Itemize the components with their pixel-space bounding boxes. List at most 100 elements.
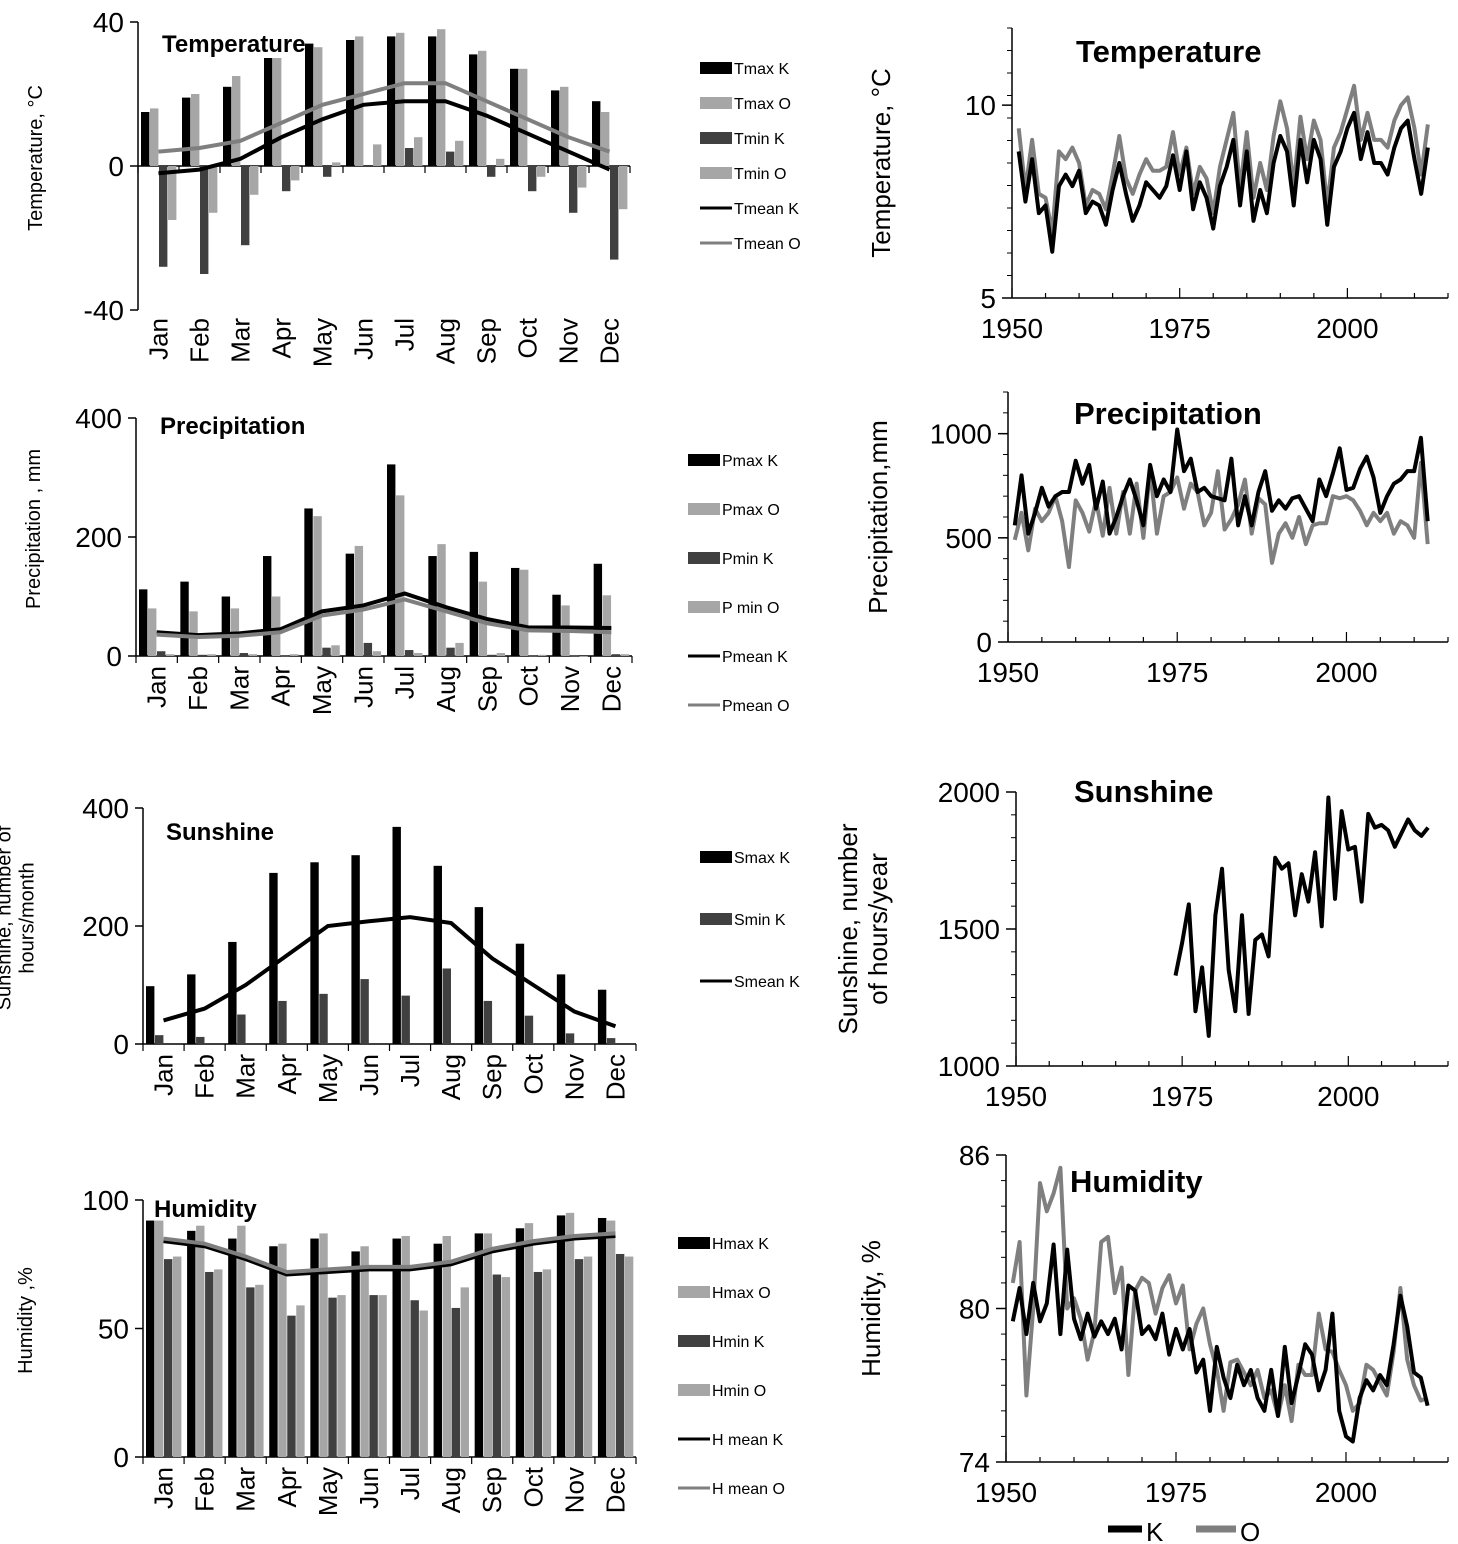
bar-smax-k [557,974,565,1044]
panel-monthly-sunshine: 0 200 400 Jan Feb Mar Apr May Jun Jul Aug Sep Oct Nov… [0,793,800,1103]
legend-label-smin-k: Smin K [734,912,786,929]
bar-pmax-k [139,589,147,656]
bar-pmax-o [396,495,404,656]
bar-hmin-o [584,1257,592,1457]
y-axis-label: of hours/year [863,853,893,1005]
legend-label-pmax-o: Pmax O [722,502,780,519]
bar-hmin-k [246,1287,254,1457]
bar-hmax-k [228,1239,236,1457]
legend-label-pmax-k: Pmax K [722,453,778,470]
bar-pmax-k [594,564,602,656]
x-tick-label: 2000 [1317,1081,1379,1112]
x-tick-label: 1950 [981,313,1043,344]
category-label: Jun [348,666,378,708]
bar-p-min-o [290,654,298,656]
category-label: Apr [266,666,296,707]
panel-annual-temperature: 5101950 1975 2000TemperatureTemperature, °… [866,28,1448,344]
y-tick-label: 200 [75,522,122,553]
bar-p-min-o [249,654,257,656]
category-label: Oct [518,1466,548,1507]
y-tick-label: 400 [75,403,122,434]
y-tick-label: 40 [93,7,124,38]
bar-pmax-o [437,544,445,656]
bar-tmin-o [291,166,299,180]
bar-p-min-o [621,654,629,656]
y-tick-label: 10 [965,90,996,121]
legend-label-pmin-k: Pmin K [722,551,774,568]
bar-hmax-k [434,1244,442,1457]
x-tick-label: 1950 [985,1081,1047,1112]
bar-hmin-k [205,1272,213,1457]
bar-smax-k [434,866,442,1044]
legend-label-tmean-k: Tmean K [734,201,799,218]
series-line-k [1015,430,1428,534]
y-tick-label: 5 [980,283,996,314]
bar-hmin-k [369,1295,377,1457]
bar-tmax-o [232,76,240,166]
bar-p-min-o [373,651,381,656]
category-label: Jul [390,318,420,351]
figure-canvas: -40040Jan Feb Mar Apr May Jun Jul Aug Sep Oct Nov D… [0,0,1458,1544]
bar-smax-k [393,827,401,1044]
bar-pmin-k [570,655,578,656]
bar-tmin-k [405,148,413,166]
y-tick-label: 500 [945,523,992,554]
category-label: Jan [149,1054,179,1096]
bar-smin-k [319,994,327,1044]
legend-swatch-hmax-k [678,1237,710,1249]
bar-pmin-k [322,648,330,656]
category-label: Aug [436,1054,466,1100]
bar-tmin-k [282,166,290,191]
category-label: Dec [596,666,626,712]
category-label: Oct [518,1053,548,1094]
y-tick-label: 80 [959,1294,990,1325]
chart-title: Precipitation [1074,396,1262,431]
legend-swatch-tmin-o [700,167,732,179]
bar-hmin-k [452,1308,460,1457]
bar-hmax-k [598,1218,606,1457]
y-tick-label: 200 [82,911,129,942]
x-tick-label: 1975 [1149,313,1211,344]
category-label: Sep [477,1054,507,1100]
legend-label-tmin-o: Tmin O [734,166,786,183]
bar-tmin-k [446,152,454,166]
bar-tmin-k [241,166,249,245]
bar-pmax-k [346,554,354,656]
bar-tmin-o [537,166,545,177]
category-label: Aug [431,318,461,364]
bar-smin-k [566,1033,574,1044]
bar-hmax-k [475,1233,483,1457]
bar-pmax-k [222,597,230,657]
y-tick-label: 0 [113,1442,129,1473]
bar-hmin-k [616,1254,624,1457]
category-label: Feb [190,1054,220,1099]
y-tick-label: 74 [959,1447,990,1478]
category-label: Nov [559,1467,589,1513]
category-label: Dec [600,1467,630,1513]
bar-pmin-k [240,653,248,656]
category-label: Apr [272,1054,302,1095]
bar-pmax-k [304,508,312,656]
category-label: Jan [149,1467,179,1509]
chart-title: Humidity [154,1196,257,1223]
bar-pmax-k [180,582,188,656]
legend-label-hmax-o: Hmax O [712,1285,771,1302]
legend-swatch-smin-k [700,913,732,925]
category-label: Jul [390,666,420,699]
bar-tmin-k [569,166,577,213]
bar-tmax-k [223,87,231,166]
panel-monthly-humidity: 050100Jan Feb Mar Apr May Jun Jul Aug Sep Oct Nov D… [15,1185,785,1516]
category-label: Feb [185,318,215,363]
y-tick-label: 50 [98,1314,129,1345]
bar-hmin-o [255,1285,263,1457]
series-line-k [1176,797,1429,1035]
bar-hmin-k [164,1259,172,1457]
legend-swatch-pmax-k [688,454,720,466]
bar-tmin-k [159,166,167,267]
bar-tmin-k [200,166,208,274]
bar-tmin-o [619,166,627,209]
bar-tmin-k [487,166,495,177]
legend-label-tmax-k: Tmax K [734,61,789,78]
bar-smin-k [402,996,410,1044]
legend-k-label: K [1146,1517,1164,1544]
